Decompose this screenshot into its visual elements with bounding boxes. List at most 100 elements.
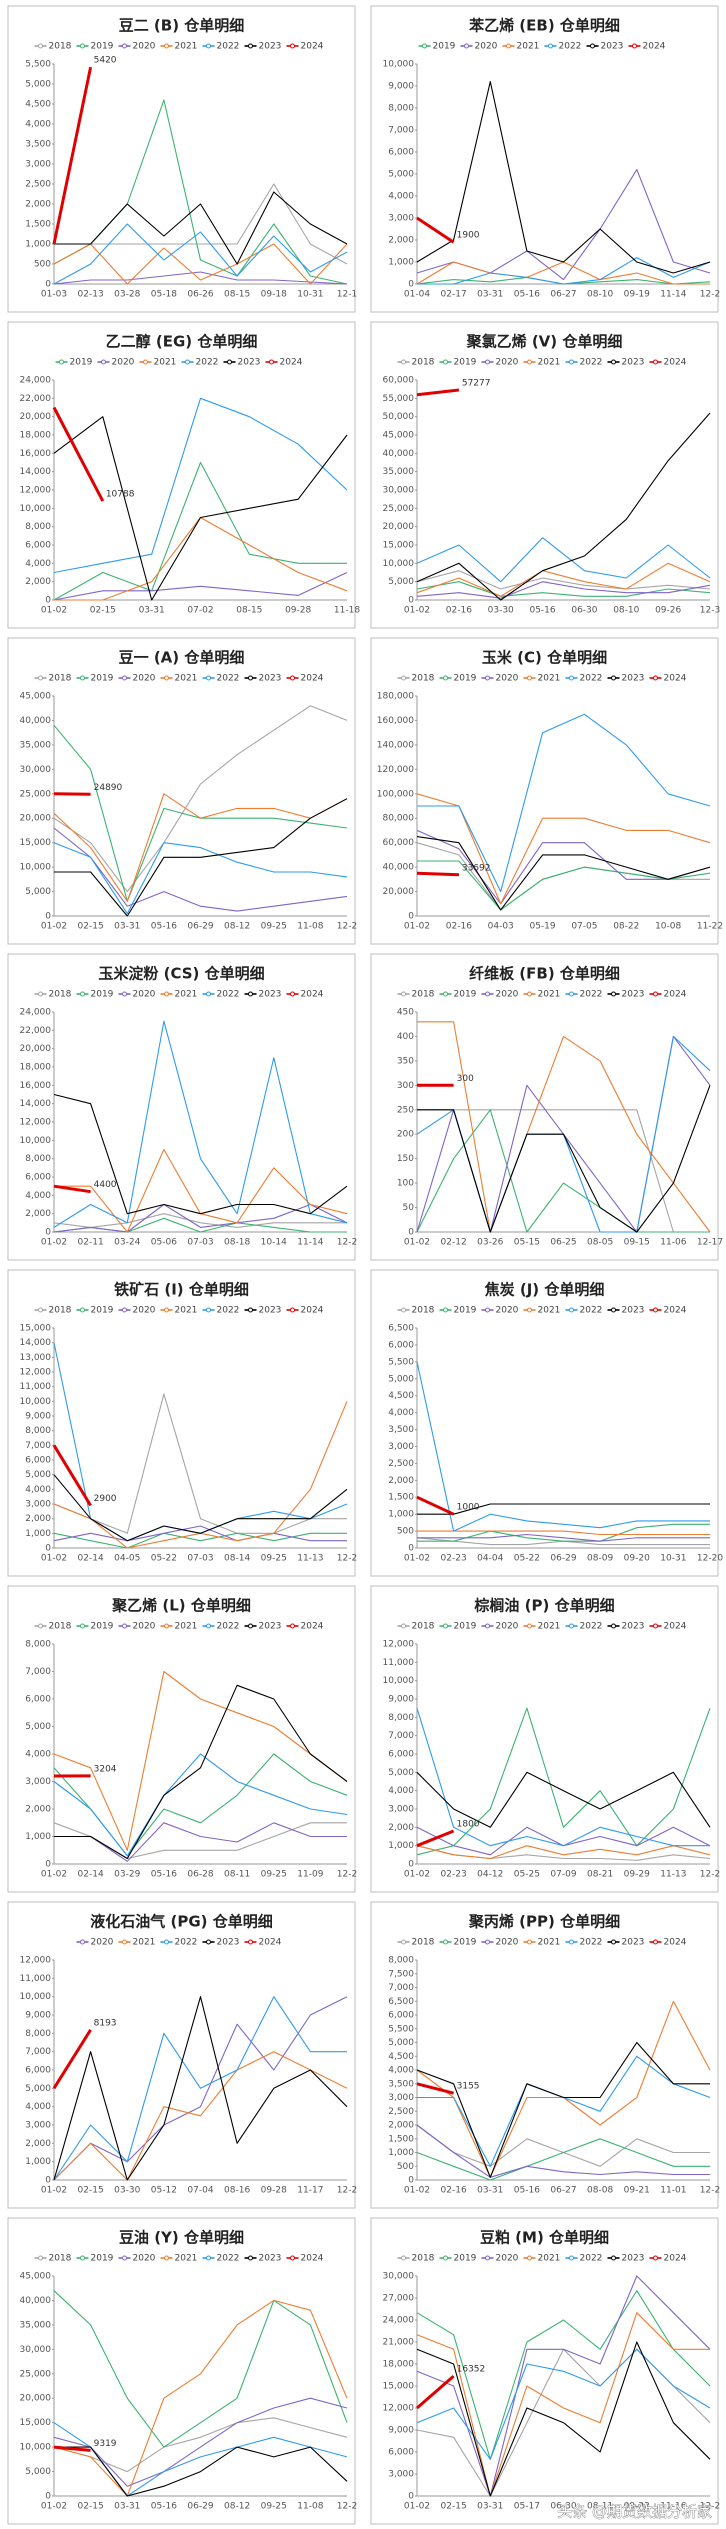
chart-title: 豆一 (A) 仓单明细 <box>119 649 245 667</box>
y-tick-label: 5,000 <box>388 170 414 180</box>
legend-label: 2021 <box>175 990 198 1000</box>
legend-marker <box>248 991 253 997</box>
legend-label: 2020 <box>496 358 519 368</box>
x-tick-label: 08-05 <box>587 1238 613 1248</box>
panel-border <box>7 637 356 945</box>
x-tick-label: 01-02 <box>41 1238 67 1248</box>
y-tick-label: 2,000 <box>388 1823 414 1833</box>
panel-border <box>370 953 719 1261</box>
panel-border <box>7 953 356 1261</box>
x-tick-label: 12-2 <box>700 1870 720 1880</box>
x-tick-label: 05-17 <box>514 2502 540 2512</box>
legend-marker <box>206 2255 211 2261</box>
legend-marker <box>248 43 253 49</box>
x-tick-label: 03-31 <box>477 2502 503 2512</box>
y-tick-label: 2,500 <box>388 1459 414 1469</box>
x-tick-label: 05-12 <box>151 2186 177 2196</box>
legend-marker <box>248 1307 253 1313</box>
y-tick-label: 400 <box>397 1032 414 1042</box>
y-tick-label: 3,000 <box>25 1500 51 1510</box>
y-tick-label: 0 <box>408 280 414 290</box>
legend-label: 2022 <box>580 358 603 368</box>
series-line <box>53 792 91 796</box>
y-tick-label: 20,000 <box>20 1044 52 1054</box>
x-tick-label: 01-02 <box>404 2186 430 2196</box>
series-line <box>53 1213 347 1228</box>
chart-panel: 纤维板 (FB) 仓单明细 2018 2019 2020 2021 2022 2023 202… <box>370 953 723 1261</box>
legend-label: 2023 <box>259 42 282 52</box>
y-tick-label: 4,000 <box>388 2066 414 2076</box>
series-line <box>53 223 348 285</box>
x-tick-label: 08-15 <box>224 290 250 300</box>
series-line <box>54 183 348 265</box>
x-tick-label: 06-25 <box>550 1238 576 1248</box>
legend-marker <box>101 359 106 365</box>
end-value-label: 3204 <box>94 1764 117 1774</box>
x-tick-label: 02-11 <box>78 1238 104 1248</box>
y-tick-label: 2,500 <box>25 180 51 190</box>
y-tick-label: 500 <box>34 260 51 270</box>
series-line <box>417 257 711 285</box>
end-value-label: 1900 <box>457 231 480 241</box>
series-line <box>416 1771 711 1828</box>
legend-label: 2019 <box>91 990 114 1000</box>
legend-label: 2024 <box>664 1306 687 1316</box>
y-tick-label: 1,500 <box>388 1493 414 1503</box>
x-tick-label: 09-25 <box>261 2502 287 2512</box>
x-tick-label: 05-18 <box>151 290 177 300</box>
series-line <box>417 1085 711 1233</box>
series-line <box>417 713 711 893</box>
legend-marker <box>290 675 295 681</box>
legend-label: 2019 <box>454 358 477 368</box>
legend-marker <box>248 2255 253 2261</box>
legend-label: 2020 <box>496 1306 519 1316</box>
legend-label: 2021 <box>154 358 177 368</box>
y-tick-label: 4,000 <box>388 1786 414 1796</box>
end-value-label: 300 <box>457 1074 474 1084</box>
legend-label: 2019 <box>91 2254 114 2264</box>
x-tick-label: 01-02 <box>41 1554 67 1564</box>
legend-marker <box>569 2255 574 2261</box>
series-line <box>52 66 93 245</box>
series-line <box>53 1525 347 1542</box>
x-tick-label: 01-02 <box>404 1870 430 1880</box>
y-tick-label: 160,000 <box>377 716 414 726</box>
series-line <box>53 1532 347 1549</box>
y-tick-label: 80,000 <box>383 814 415 824</box>
x-tick-label: 05-16 <box>529 606 555 616</box>
x-tick-label: 02-15 <box>78 2186 104 2196</box>
y-tick-label: 6,500 <box>388 1324 414 1334</box>
legend-label: 2024 <box>301 1622 324 1632</box>
x-tick-label: 12-1 <box>337 290 357 300</box>
series-line <box>416 581 711 599</box>
legend-marker <box>122 2255 127 2261</box>
legend-label: 2020 <box>112 358 135 368</box>
y-tick-label: 18,000 <box>20 1063 52 1073</box>
legend-label: 2019 <box>454 1938 477 1948</box>
y-tick-label: 140,000 <box>377 740 414 750</box>
series-line <box>53 2051 348 2181</box>
legend-marker <box>569 991 574 997</box>
panel-border <box>7 2217 356 2525</box>
x-tick-label: 05-19 <box>529 922 555 932</box>
legend-marker <box>143 359 148 365</box>
y-tick-label: 25,000 <box>20 789 52 799</box>
legend-marker <box>569 359 574 365</box>
legend-label: 2020 <box>133 42 156 52</box>
legend-marker <box>443 359 448 365</box>
end-value-label: 33692 <box>462 863 491 873</box>
legend-marker <box>80 991 85 997</box>
x-tick-label: 07-02 <box>187 606 213 616</box>
x-tick-label: 08-22 <box>613 922 639 932</box>
x-tick-label: 11-22 <box>697 922 723 932</box>
x-tick-label: 03-31 <box>139 606 165 616</box>
series-line <box>53 1996 347 2181</box>
end-value-label: 57277 <box>462 378 491 388</box>
y-tick-label: 5,000 <box>25 2084 51 2094</box>
y-tick-label: 2,000 <box>25 200 51 210</box>
x-tick-label: 01-02 <box>404 2502 430 2512</box>
series-line <box>416 581 711 597</box>
y-tick-label: 20,000 <box>383 887 415 897</box>
legend-label: 2018 <box>49 1622 72 1632</box>
x-tick-label: 02-16 <box>441 2186 467 2196</box>
